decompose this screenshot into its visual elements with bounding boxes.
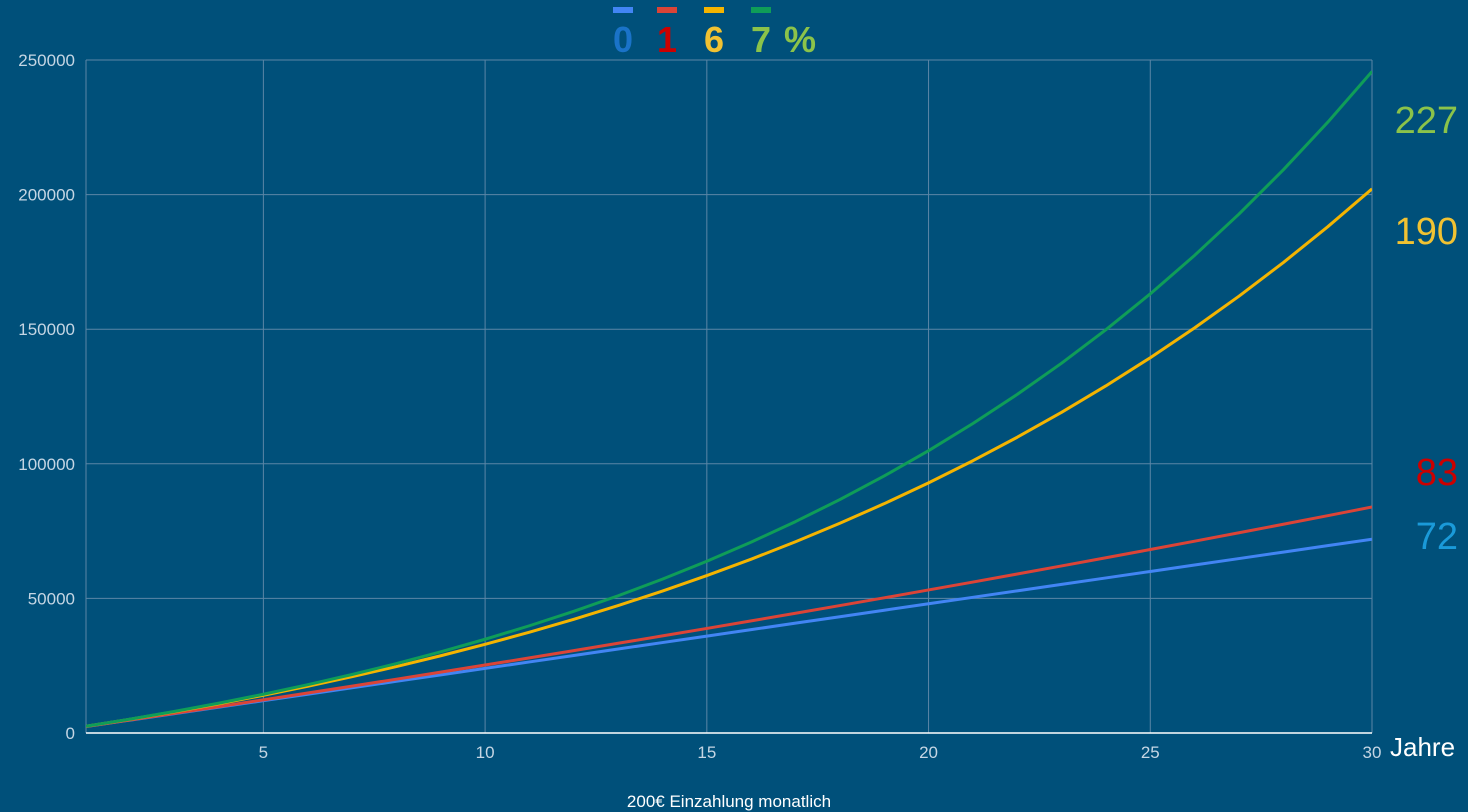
legend-swatch-6 — [704, 7, 724, 13]
end-value-label: 227 — [1395, 100, 1458, 142]
legend-label-1: 1 — [657, 19, 677, 60]
legend-swatch-7 — [751, 7, 771, 13]
y-tick-label: 100000 — [18, 455, 75, 474]
chart-caption: 200€ Einzahlung monatlich — [627, 792, 831, 811]
y-tick-label: 150000 — [18, 320, 75, 339]
x-tick-label: 20 — [919, 743, 938, 762]
y-axis-ticks: 0 50000 100000 150000 200000 250000 — [18, 51, 75, 743]
x-tick-label: 30 — [1363, 743, 1382, 762]
y-tick-label: 50000 — [28, 589, 75, 608]
x-tick-label: 25 — [1141, 743, 1160, 762]
legend-swatch-0 — [613, 7, 633, 13]
end-value-label: 83 — [1416, 452, 1458, 494]
legend: 0 1 6 7% — [613, 7, 816, 60]
y-tick-label: 0 — [66, 724, 75, 743]
x-tick-label: 5 — [259, 743, 268, 762]
series-line-7 — [86, 71, 1372, 726]
series-lines — [86, 71, 1372, 726]
x-axis-unit-label: Jahre — [1390, 732, 1455, 762]
x-axis-ticks: 5 10 15 20 25 30 — [259, 743, 1382, 762]
x-tick-label: 15 — [697, 743, 716, 762]
end-value-label: 190 — [1395, 211, 1458, 253]
legend-percent-suffix: % — [784, 19, 816, 60]
legend-label-6: 6 — [704, 19, 724, 60]
legend-label-7: 7 — [751, 19, 771, 60]
legend-label-0: 0 — [613, 19, 633, 60]
end-value-labels: 227 190 83 72 — [1395, 100, 1458, 558]
y-tick-label: 250000 — [18, 51, 75, 70]
end-value-label: 72 — [1416, 516, 1458, 558]
x-tick-label: 10 — [476, 743, 495, 762]
legend-swatch-1 — [657, 7, 677, 13]
y-tick-label: 200000 — [18, 186, 75, 205]
